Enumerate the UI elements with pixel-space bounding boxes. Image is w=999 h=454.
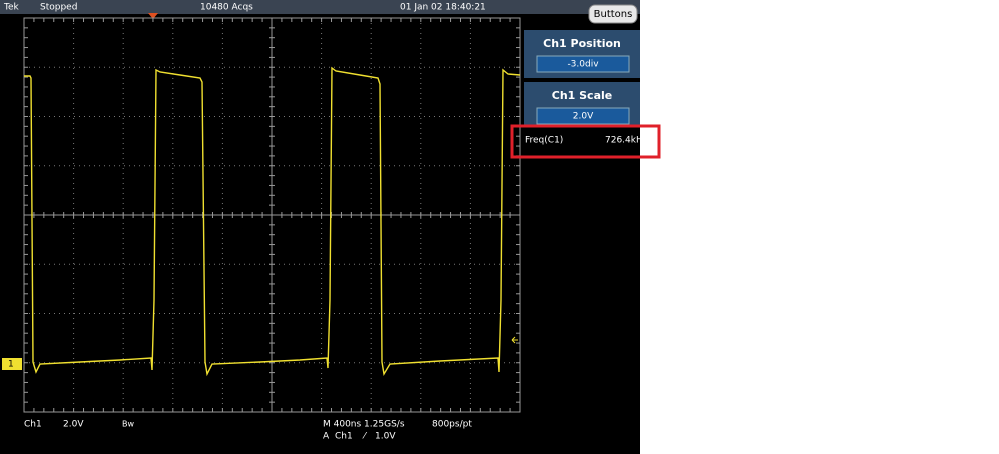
side-panel: Ch1 Position -3.0div Ch1 Scale 2.0V: [524, 30, 640, 126]
panel-title: Ch1 Position: [543, 37, 621, 50]
panel-value-box: [536, 55, 630, 73]
measurement-value: 726.4kHz: [605, 136, 648, 146]
channel-marker-box: [2, 358, 22, 370]
footer-resolution: 800ps/pt: [432, 420, 472, 430]
trigger-slope: ⁄: [362, 432, 368, 442]
trigger-source: A: [323, 432, 330, 442]
graticule: [23, 17, 521, 413]
panel-value: 2.0V: [573, 112, 594, 122]
waveform-trace: [24, 66, 521, 377]
footer-bandwidth: Bw: [122, 420, 134, 429]
trigger-level-marker: [511, 336, 518, 344]
buttons-button[interactable]: [588, 4, 638, 24]
trigger-position-marker: [148, 13, 158, 19]
buttons-label: Buttons: [594, 9, 633, 20]
footer-channel: Ch1: [24, 420, 42, 430]
panel-title: Ch1 Scale: [552, 89, 612, 102]
highlight-box: [510, 124, 661, 159]
footer-scale: 2.0V: [63, 420, 84, 430]
measurement-label: Freq(C1): [525, 136, 563, 146]
panel-value-box: [536, 107, 630, 125]
channel-marker: 1: [8, 360, 14, 370]
timestamp: 01 Jan 02 18:40:21: [400, 3, 486, 13]
panel-value: -3.0div: [567, 60, 599, 70]
status: Stopped: [40, 3, 77, 13]
status-bar: [0, 0, 640, 14]
footer-timebase: M 400ns 1.25GS/s: [323, 420, 405, 430]
trigger-channel: Ch1: [335, 432, 353, 442]
acquisitions: 10480 Acqs: [200, 3, 253, 13]
trigger-level: 1.0V: [375, 432, 396, 442]
brand: Tek: [3, 3, 20, 13]
